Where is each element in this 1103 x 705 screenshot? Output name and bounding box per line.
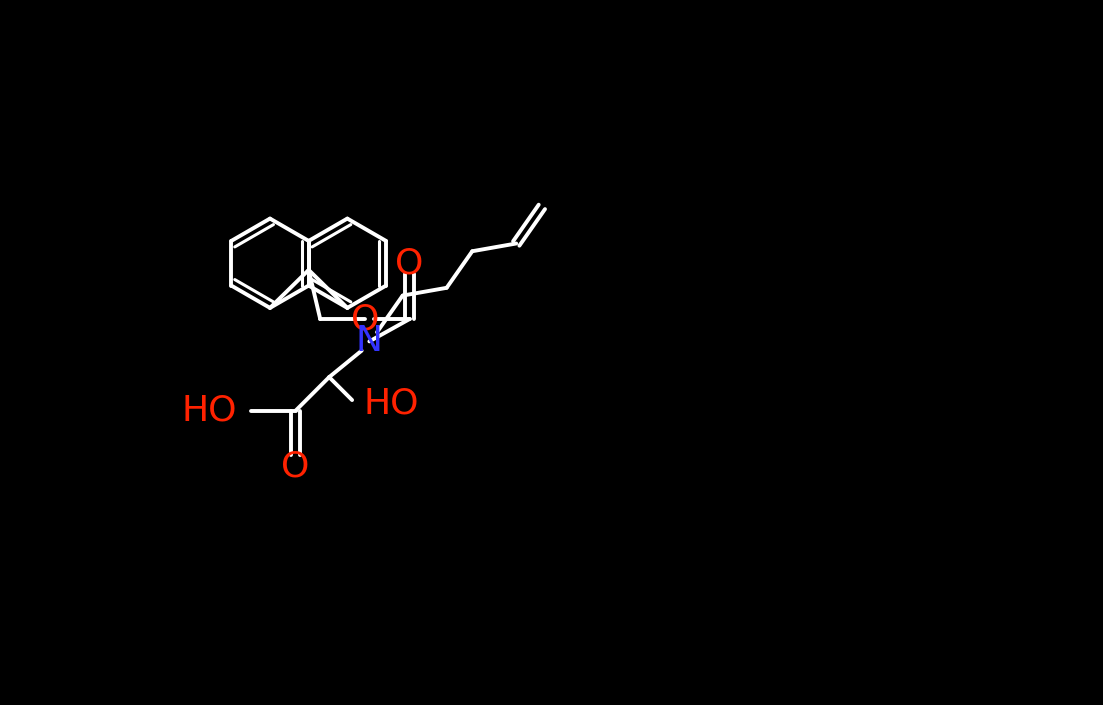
Text: HO: HO	[182, 393, 237, 428]
Text: O: O	[281, 450, 310, 484]
Text: O: O	[351, 302, 379, 336]
Text: O: O	[395, 247, 424, 281]
Text: N: N	[356, 324, 383, 358]
Text: HO: HO	[364, 387, 419, 421]
